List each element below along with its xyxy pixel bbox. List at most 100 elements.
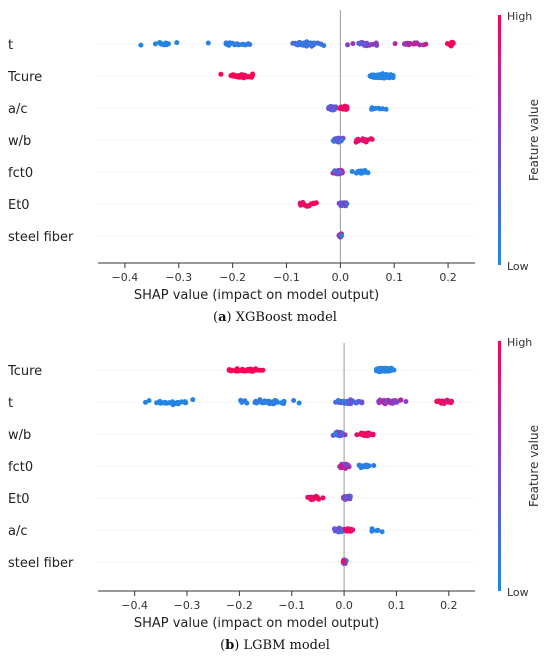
- feature-label: fct0: [8, 460, 33, 475]
- feature-label: Tcure: [7, 70, 42, 85]
- shap-point: [423, 41, 429, 47]
- xgboost-caption: (a) XGBoost model: [213, 310, 337, 325]
- shap-point: [327, 105, 333, 111]
- shap-point: [152, 41, 158, 47]
- feature-label: fct0: [8, 166, 33, 181]
- shap-point: [390, 73, 396, 78]
- colorbar: [498, 15, 501, 265]
- shap-point: [349, 169, 355, 174]
- shap-point: [234, 368, 240, 374]
- shap-point: [154, 400, 160, 406]
- shap-point: [361, 137, 367, 143]
- shap-point: [436, 398, 442, 404]
- colorbar-high-label: High: [507, 336, 532, 349]
- shap-point: [258, 399, 264, 405]
- shap-point: [182, 399, 188, 405]
- lgbm-panel: Tcure t w/b fct0 Et0 a/c steel fiber −0.4 −0.3 −0…: [0, 333, 550, 660]
- feature-label: w/b: [8, 428, 31, 443]
- shap-point: [378, 365, 384, 371]
- shap-point: [369, 136, 375, 142]
- shap-point: [370, 432, 376, 438]
- shap-point: [335, 526, 341, 532]
- shap-point: [339, 233, 344, 239]
- colorbar-low-label: Low: [507, 260, 529, 273]
- colorbar-low-label: Low: [507, 586, 529, 599]
- shap-point: [246, 368, 252, 374]
- shap-point: [341, 106, 347, 112]
- caption-text: XGBoost model: [231, 310, 337, 325]
- caption-letter: b: [225, 638, 235, 653]
- x-tick-label: −0.3: [174, 599, 201, 612]
- shap-point: [335, 398, 341, 403]
- x-tick-label: 0.2: [439, 271, 457, 284]
- shap-point: [315, 496, 321, 501]
- caption-text: LGBM model: [239, 638, 330, 653]
- shap-point: [339, 432, 344, 438]
- colorbar-title: Feature value: [527, 99, 541, 181]
- shap-point: [394, 399, 400, 405]
- x-tick-label: −0.1: [278, 599, 305, 612]
- x-tick-label: −0.3: [165, 271, 192, 284]
- shap-point: [386, 75, 392, 81]
- shap-point: [321, 43, 327, 48]
- feature-label: steel fiber: [8, 556, 74, 571]
- colorbar-title: Feature value: [527, 425, 541, 507]
- shap-point: [401, 41, 407, 47]
- shap-point: [345, 42, 350, 48]
- shap-point: [354, 432, 360, 438]
- shap-point: [376, 400, 382, 406]
- shap-point: [225, 42, 231, 48]
- shap-point: [158, 400, 163, 406]
- shap-point: [343, 400, 349, 406]
- shap-point: [266, 401, 272, 407]
- shap-point: [306, 41, 312, 47]
- shap-point: [365, 137, 371, 143]
- feature-label: t: [8, 396, 13, 411]
- shap-point: [333, 137, 339, 143]
- shap-point: [239, 72, 245, 78]
- x-tick-label: −0.4: [112, 271, 139, 284]
- shap-point: [174, 40, 180, 46]
- feature-label: w/b: [8, 134, 31, 149]
- lgbm-beeswarm-chart: Tcure t w/b fct0 Et0 a/c steel fiber −0.4 −0.3 −0…: [7, 336, 541, 631]
- x-tick-label: 0.1: [388, 599, 406, 612]
- shap-point: [218, 71, 224, 77]
- shap-point: [341, 558, 347, 564]
- shap-point: [392, 41, 398, 47]
- colorbar-high-label: High: [507, 10, 532, 23]
- feature-label: Et0: [8, 492, 30, 507]
- shap-point: [226, 367, 232, 373]
- x-axis-label: SHAP value (impact on model output): [134, 288, 379, 303]
- shap-point: [300, 200, 306, 206]
- x-tick-label: −0.1: [273, 271, 300, 284]
- shap-point: [190, 397, 196, 403]
- shap-point: [449, 398, 455, 404]
- shap-point: [205, 40, 211, 46]
- shap-point: [316, 41, 322, 47]
- shap-point: [253, 366, 259, 372]
- shap-point: [350, 41, 356, 47]
- shap-point: [412, 40, 418, 46]
- shap-point: [332, 104, 337, 110]
- shap-point: [163, 41, 169, 47]
- shap-point: [307, 494, 313, 500]
- shap-point: [361, 41, 367, 47]
- shap-point: [375, 72, 381, 78]
- shap-point: [143, 399, 148, 405]
- xgboost-beeswarm-chart: t Tcure a/c w/b fct0 Et0 steel fiber −0.4 −0.3 −0…: [7, 10, 541, 303]
- x-tick-label: 0.1: [385, 271, 403, 284]
- shap-point: [360, 168, 366, 174]
- shap-point: [170, 402, 176, 408]
- shap-point: [338, 463, 344, 469]
- x-tick-label: 0.0: [335, 599, 353, 612]
- shap-point: [230, 40, 236, 46]
- shap-point: [249, 73, 254, 79]
- shap-point: [448, 43, 454, 49]
- shap-point: [358, 465, 364, 471]
- feature-label: a/c: [8, 102, 28, 117]
- x-tick-label: −0.4: [121, 599, 148, 612]
- shap-point: [403, 399, 409, 404]
- xgboost-panel: t Tcure a/c w/b fct0 Et0 steel fiber −0.4 −0.3 −0…: [7, 10, 541, 325]
- shap-point: [253, 398, 259, 404]
- shap-point: [380, 73, 386, 79]
